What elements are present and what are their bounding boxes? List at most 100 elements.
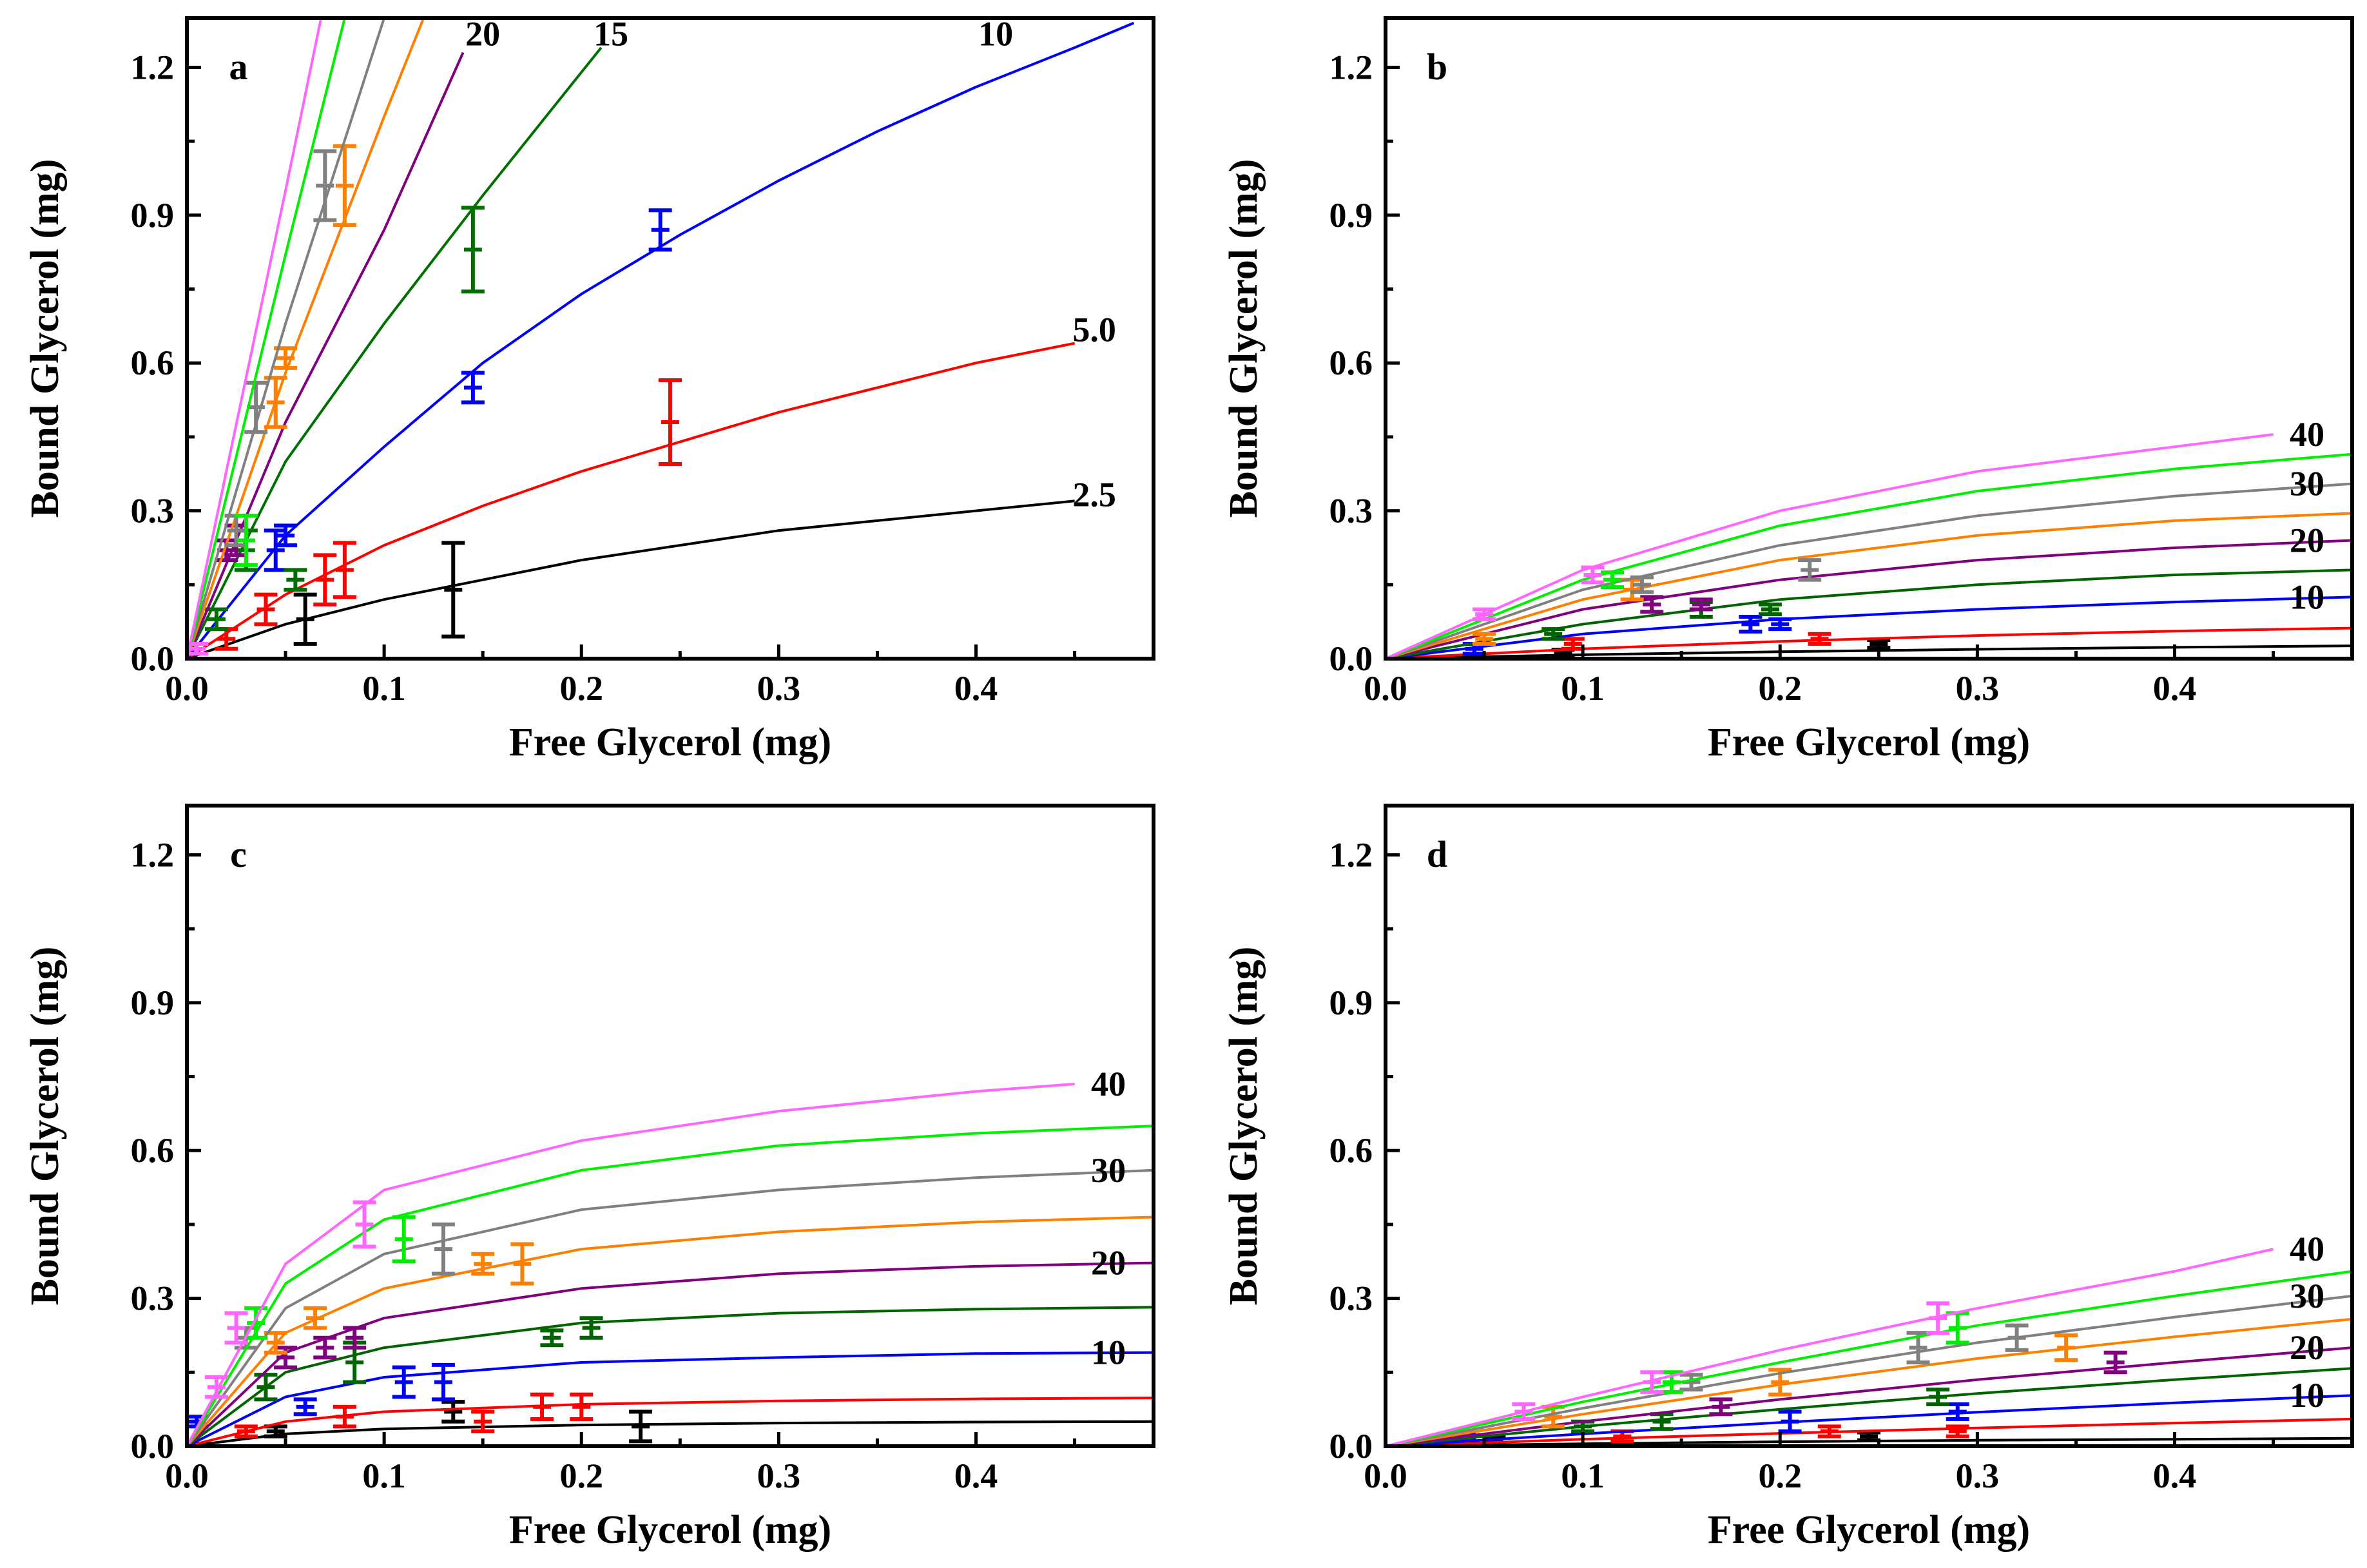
x-tick-label: 0.2 xyxy=(559,1457,603,1495)
series-line-30 xyxy=(187,18,386,659)
series-line-2.5 xyxy=(1386,644,2352,659)
curve-label-10: 10 xyxy=(1091,1333,1126,1372)
y-tick-label: 0.6 xyxy=(131,344,175,382)
panel-letter: c xyxy=(230,833,247,875)
y-tick-label: 0.0 xyxy=(1329,639,1373,678)
x-tick-label: 0.0 xyxy=(1364,669,1407,708)
curve-label-10: 10 xyxy=(2290,577,2324,616)
curve-label-40: 40 xyxy=(2290,1230,2324,1268)
x-tick-label: 0.1 xyxy=(362,1457,406,1495)
y-tick-label: 0.6 xyxy=(1329,344,1373,382)
y-tick-label: 0.6 xyxy=(1329,1131,1373,1170)
x-axis-title: Free Glycerol (mg) xyxy=(509,721,831,764)
curve-label-40: 40 xyxy=(1091,1065,1126,1103)
curve-label-40: 40 xyxy=(2290,415,2324,454)
y-tick-label: 0.0 xyxy=(131,1427,175,1466)
series-line-40 xyxy=(1386,433,2274,659)
curve-label-5.0: 5.0 xyxy=(1072,310,1116,349)
y-tick-label: 0.3 xyxy=(1329,492,1373,530)
curve-label-30: 30 xyxy=(1091,1151,1126,1190)
curve-label-20: 20 xyxy=(465,15,500,53)
x-tick-label: 0.2 xyxy=(559,669,603,708)
x-tick-label: 0.3 xyxy=(757,669,801,708)
x-tick-label: 0.4 xyxy=(2153,669,2197,708)
x-tick-label: 0.2 xyxy=(1758,1457,1802,1495)
x-axis-title: Free Glycerol (mg) xyxy=(1708,1508,2030,1552)
y-tick-label: 1.2 xyxy=(1329,48,1373,86)
series-line-5.0 xyxy=(187,342,1075,659)
curve-label-30: 30 xyxy=(2290,1277,2324,1315)
curve-label-20: 20 xyxy=(2290,1328,2324,1367)
x-tick-label: 0.1 xyxy=(362,669,406,708)
series-line-27.5 xyxy=(1386,482,2352,659)
series-line-2.5 xyxy=(187,1420,1154,1446)
y-axis-title: Bound Glycerol (mg) xyxy=(23,947,67,1306)
y-axis-title: Bound Glycerol (mg) xyxy=(1222,159,1266,518)
plot-frame xyxy=(1384,16,2354,661)
x-tick-label: 0.4 xyxy=(954,1457,998,1495)
panel-letter: b xyxy=(1427,46,1447,88)
y-tick-label: 1.2 xyxy=(1329,835,1373,874)
panel-d: 0.0 0.1 0.2 0.3 0.4 0.0 0.3 0.6 0.9 1.2 Free Glyce… xyxy=(1222,804,2354,1552)
panel-letter: a xyxy=(229,46,248,88)
plot-frame xyxy=(185,804,1155,1448)
plot-frame xyxy=(185,16,1155,661)
x-tick-label: 0.3 xyxy=(1956,669,2000,708)
x-axis-title: Free Glycerol (mg) xyxy=(509,1508,831,1552)
series-line-35 xyxy=(1386,452,2352,659)
curve-label-10: 10 xyxy=(2290,1376,2324,1415)
curve-label-2.5: 2.5 xyxy=(1072,476,1116,514)
curve-label-30: 30 xyxy=(2290,465,2324,503)
x-tick-label: 0.1 xyxy=(1561,669,1605,708)
x-tick-label: 0.4 xyxy=(954,669,998,708)
x-tick-label: 0.4 xyxy=(2153,1457,2197,1495)
y-tick-label: 0.9 xyxy=(131,983,175,1022)
y-tick-label: 0.3 xyxy=(131,1279,175,1318)
series-line-35 xyxy=(1386,1270,2352,1446)
x-tick-label: 0.3 xyxy=(757,1457,801,1495)
series-line-10 xyxy=(187,21,1135,659)
y-tick-label: 0.9 xyxy=(131,196,175,235)
y-tick-label: 0.0 xyxy=(131,639,175,678)
curve-label-20: 20 xyxy=(2290,521,2324,559)
curve-label-20: 20 xyxy=(1091,1244,1126,1282)
y-tick-label: 0.3 xyxy=(1329,1279,1373,1318)
y-tick-label: 1.2 xyxy=(131,48,175,86)
curve-label-15: 15 xyxy=(594,15,628,53)
x-tick-label: 0.3 xyxy=(1956,1457,2000,1495)
y-axis-title: Bound Glycerol (mg) xyxy=(1222,947,1266,1306)
series-line-2.5 xyxy=(187,499,1075,659)
series-line-40 xyxy=(187,18,323,659)
series-line-12.5 xyxy=(187,1306,1154,1446)
series-line-40 xyxy=(1386,1248,2274,1446)
series-line-12.5 xyxy=(1386,1367,2352,1446)
panel-c: 0.0 0.1 0.2 0.3 0.4 0.0 0.3 0.6 0.9 1.2 Free Glyce… xyxy=(23,804,1155,1552)
series-line-22.5 xyxy=(1386,1317,2352,1446)
x-tick-label: 0.1 xyxy=(1561,1457,1605,1495)
series-line-5.0 xyxy=(1386,1417,2352,1446)
y-axis-title: Bound Glycerol (mg) xyxy=(23,159,67,518)
y-tick-label: 0.0 xyxy=(1329,1427,1373,1466)
y-tick-label: 0.6 xyxy=(131,1131,175,1170)
y-tick-label: 1.2 xyxy=(131,835,175,874)
x-tick-label: 0.0 xyxy=(165,1457,209,1495)
curve-label-10: 10 xyxy=(978,15,1013,53)
series-line-35 xyxy=(187,1125,1154,1446)
x-tick-label: 0.0 xyxy=(1364,1457,1407,1495)
series-line-27.5 xyxy=(187,1168,1154,1446)
series-line-35 xyxy=(187,18,346,659)
panel-a: 0.0 0.1 0.2 0.3 0.4 0.0 0.3 0.6 0.9 1.2 Free Glyce… xyxy=(23,15,1155,764)
y-tick-label: 0.3 xyxy=(131,492,175,530)
x-tick-label: 0.2 xyxy=(1758,669,1802,708)
plot-frame xyxy=(1384,804,2354,1448)
x-axis-title: Free Glycerol (mg) xyxy=(1708,721,2030,764)
series-line-7.5 xyxy=(1386,1394,2352,1446)
series-line-22.5 xyxy=(1386,512,2352,659)
series-line-15 xyxy=(187,46,603,659)
y-tick-label: 0.9 xyxy=(1329,983,1373,1022)
y-tick-label: 0.9 xyxy=(1329,196,1373,235)
series-line-5.0 xyxy=(1386,626,2352,659)
series-line-17.5 xyxy=(1386,539,2352,659)
panel-b: 0.0 0.1 0.2 0.3 0.4 0.0 0.3 0.6 0.9 1.2 Free Glyce… xyxy=(1222,16,2354,764)
